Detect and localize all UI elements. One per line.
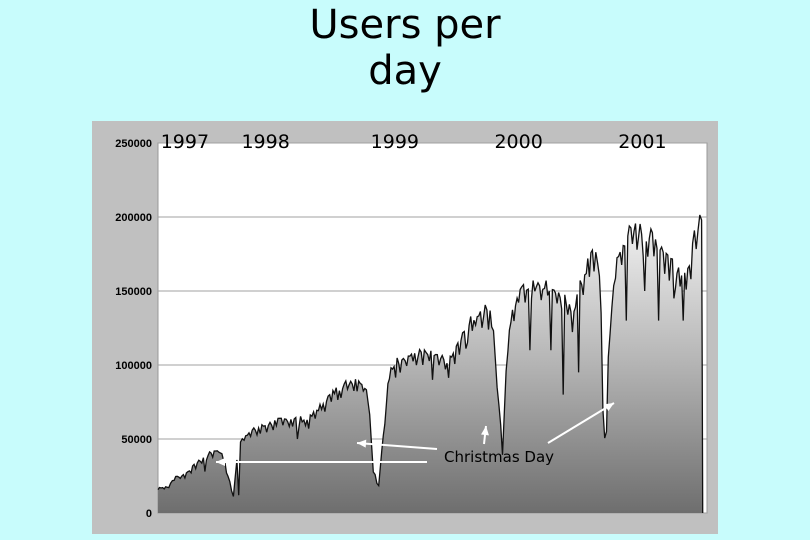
- year-label-2000: 2000: [494, 131, 542, 153]
- y-tick-label-200000: 200000: [115, 212, 152, 224]
- annotation-arrowhead-0: [216, 458, 225, 466]
- y-tick-label-50000: 50000: [121, 434, 152, 446]
- y-tick-label-0: 0: [146, 508, 152, 520]
- y-tick-label-100000: 100000: [115, 360, 152, 372]
- year-labels: 1997 1998 1999 2000 2001: [161, 131, 667, 153]
- users-area-fill: [158, 215, 703, 513]
- annotation-label: Christmas Day: [444, 448, 554, 466]
- annotation-arrowhead-1: [357, 439, 367, 448]
- y-tick-label-250000: 250000: [115, 138, 152, 150]
- y-tick-label-150000: 150000: [115, 286, 152, 298]
- chart-frame: 0 50000 100000 150000 200000 250000 1997 1998 1…: [92, 121, 718, 534]
- annotation-arrowhead-2: [481, 426, 489, 436]
- annotation-arrowhead-3: [604, 403, 614, 412]
- users-series-line: [157, 214, 704, 514]
- slide-title: Users per day: [0, 2, 810, 94]
- annotation-arrow-1: [356, 442, 438, 450]
- year-label-2001: 2001: [618, 131, 666, 153]
- y-axis-ticks: 0 50000 100000 150000 200000 250000: [115, 138, 152, 520]
- area-layer: [157, 214, 704, 514]
- christmas-annotation: Christmas Day: [216, 402, 615, 466]
- year-label-1999: 1999: [371, 131, 419, 153]
- year-label-1998: 1998: [241, 131, 289, 153]
- title-line-2: day: [368, 48, 442, 94]
- title-line-1: Users per: [309, 2, 501, 48]
- annotation-arrow-3: [547, 402, 615, 444]
- year-label-1997: 1997: [161, 131, 209, 153]
